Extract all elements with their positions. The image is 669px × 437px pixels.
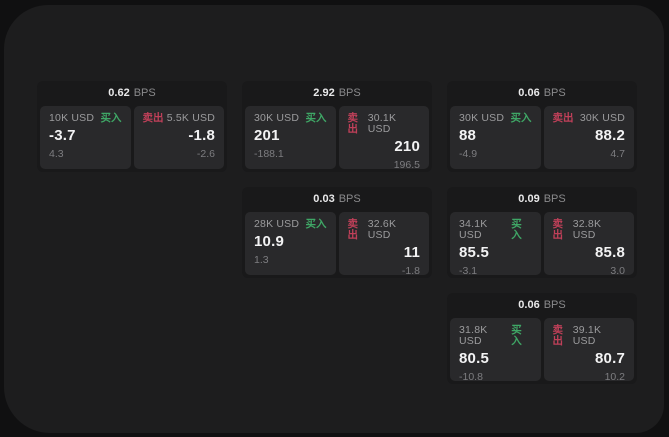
buy-panel[interactable]: 28K USD 买入 10.9 1.3 — [245, 212, 336, 275]
sell-sub-value: -2.6 — [196, 148, 215, 160]
buy-sub-value: -3.1 — [459, 265, 478, 276]
bps-unit-label: BPS — [543, 87, 566, 99]
quote-panels: 34.1K USD 买入 85.5 -3.1 卖出 32.8K USD 85.8… — [447, 212, 637, 275]
sell-price: 88.2 — [595, 127, 625, 144]
sell-amount: 30K USD — [579, 112, 625, 124]
buy-sub-value: -188.1 — [254, 148, 284, 160]
buy-sub-value: 1.3 — [254, 254, 269, 266]
sell-sub-value: 196.5 — [393, 159, 420, 170]
sell-price: -1.8 — [188, 127, 215, 144]
bps-value: 2.92 — [313, 87, 335, 99]
sell-amount: 32.8K USD — [572, 218, 602, 241]
sell-amount: 30.1K USD — [367, 112, 397, 135]
sell-tag: 卖出 — [552, 324, 564, 347]
buy-tag: 买入 — [511, 218, 522, 241]
sell-sub-value: -1.8 — [401, 265, 420, 276]
quote-card-2: 2.92 BPS 30K USD 买入 201 -188.1 卖出 30.1K … — [242, 81, 432, 172]
buy-sub-value: -4.9 — [459, 148, 478, 160]
card-header: 0.03 BPS — [242, 187, 432, 212]
bps-value: 0.03 — [313, 193, 335, 205]
buy-sub-value: 4.3 — [49, 148, 64, 160]
bps-value: 0.62 — [108, 87, 130, 99]
bps-unit-label: BPS — [338, 193, 361, 205]
sell-panel[interactable]: 卖出 5.5K USD -1.8 -2.6 — [133, 106, 224, 169]
buy-panel[interactable]: 34.1K USD 买入 85.5 -3.1 — [450, 212, 541, 275]
quote-card-5: 0.09 BPS 34.1K USD 买入 85.5 -3.1 卖出 32.8K… — [447, 187, 637, 278]
sell-panel[interactable]: 卖出 32.6K USD 11 -1.8 — [338, 212, 429, 276]
dashboard-surface: 0.62 BPS 10K USD 买入 -3.7 4.3 卖出 5.5K USD… — [4, 5, 664, 433]
buy-price: -3.7 — [49, 127, 76, 144]
sell-sub-value: 4.7 — [610, 148, 625, 160]
sell-amount: 39.1K USD — [572, 324, 602, 347]
buy-tag: 买入 — [305, 218, 327, 230]
quote-card-4: 0.03 BPS 28K USD 买入 10.9 1.3 卖出 32.6K US… — [242, 187, 432, 278]
buy-tag: 买入 — [511, 324, 522, 347]
buy-amount: 31.8K USD — [459, 324, 488, 347]
quote-card-1: 0.62 BPS 10K USD 买入 -3.7 4.3 卖出 5.5K USD… — [37, 81, 227, 172]
buy-tag: 买入 — [510, 112, 532, 124]
quote-panels: 30K USD 买入 88 -4.9 卖出 30K USD 88.2 4.7 — [447, 106, 637, 169]
quote-card-6: 0.06 BPS 31.8K USD 买入 80.5 -10.8 卖出 39.1… — [447, 293, 637, 384]
sell-tag: 卖出 — [552, 218, 564, 241]
buy-price: 10.9 — [254, 233, 284, 250]
bps-unit-label: BPS — [543, 299, 566, 311]
card-header: 2.92 BPS — [242, 81, 432, 106]
bps-value: 0.09 — [518, 193, 540, 205]
buy-price: 201 — [254, 127, 280, 144]
sell-panel[interactable]: 卖出 30K USD 88.2 4.7 — [543, 106, 634, 169]
card-header: 0.06 BPS — [447, 293, 637, 318]
card-header: 0.06 BPS — [447, 81, 637, 106]
sell-sub-value: 10.2 — [604, 371, 625, 382]
sell-tag: 卖出 — [142, 112, 164, 124]
buy-amount: 10K USD — [49, 112, 95, 124]
sell-price: 210 — [394, 138, 420, 155]
bps-unit-label: BPS — [338, 87, 361, 99]
sell-amount: 32.6K USD — [367, 218, 397, 241]
bps-unit-label: BPS — [133, 87, 156, 99]
buy-panel[interactable]: 30K USD 买入 201 -188.1 — [245, 106, 336, 169]
buy-price: 88 — [459, 127, 477, 144]
buy-amount: 34.1K USD — [459, 218, 488, 241]
sell-amount: 5.5K USD — [166, 112, 215, 124]
buy-amount: 28K USD — [254, 218, 300, 230]
buy-sub-value: -10.8 — [459, 371, 483, 382]
sell-panel[interactable]: 卖出 30.1K USD 210 196.5 — [338, 106, 429, 170]
sell-price: 80.7 — [595, 350, 625, 367]
bps-value: 0.06 — [518, 87, 540, 99]
sell-price: 11 — [403, 244, 420, 261]
buy-panel[interactable]: 10K USD 买入 -3.7 4.3 — [40, 106, 131, 169]
quote-panels: 30K USD 买入 201 -188.1 卖出 30.1K USD 210 1… — [242, 106, 432, 169]
sell-tag: 卖出 — [347, 218, 359, 241]
sell-tag: 卖出 — [347, 112, 359, 135]
bps-value: 0.06 — [518, 299, 540, 311]
buy-amount: 30K USD — [254, 112, 300, 124]
buy-price: 80.5 — [459, 350, 489, 367]
sell-panel[interactable]: 卖出 39.1K USD 80.7 10.2 — [543, 318, 634, 382]
card-header: 0.62 BPS — [37, 81, 227, 106]
bps-unit-label: BPS — [543, 193, 566, 205]
sell-sub-value: 3.0 — [610, 265, 625, 276]
quote-card-3: 0.06 BPS 30K USD 买入 88 -4.9 卖出 30K USD 8… — [447, 81, 637, 172]
buy-panel[interactable]: 31.8K USD 买入 80.5 -10.8 — [450, 318, 541, 381]
sell-price: 85.8 — [595, 244, 625, 261]
quote-panels: 28K USD 买入 10.9 1.3 卖出 32.6K USD 11 -1.8 — [242, 212, 432, 275]
buy-tag: 买入 — [305, 112, 327, 124]
card-header: 0.09 BPS — [447, 187, 637, 212]
quote-panels: 31.8K USD 买入 80.5 -10.8 卖出 39.1K USD 80.… — [447, 318, 637, 381]
buy-tag: 买入 — [100, 112, 122, 124]
buy-panel[interactable]: 30K USD 买入 88 -4.9 — [450, 106, 541, 169]
buy-price: 85.5 — [459, 244, 489, 261]
quote-panels: 10K USD 买入 -3.7 4.3 卖出 5.5K USD -1.8 -2.… — [37, 106, 227, 169]
buy-amount: 30K USD — [459, 112, 505, 124]
sell-panel[interactable]: 卖出 32.8K USD 85.8 3.0 — [543, 212, 634, 276]
sell-tag: 卖出 — [552, 112, 574, 124]
